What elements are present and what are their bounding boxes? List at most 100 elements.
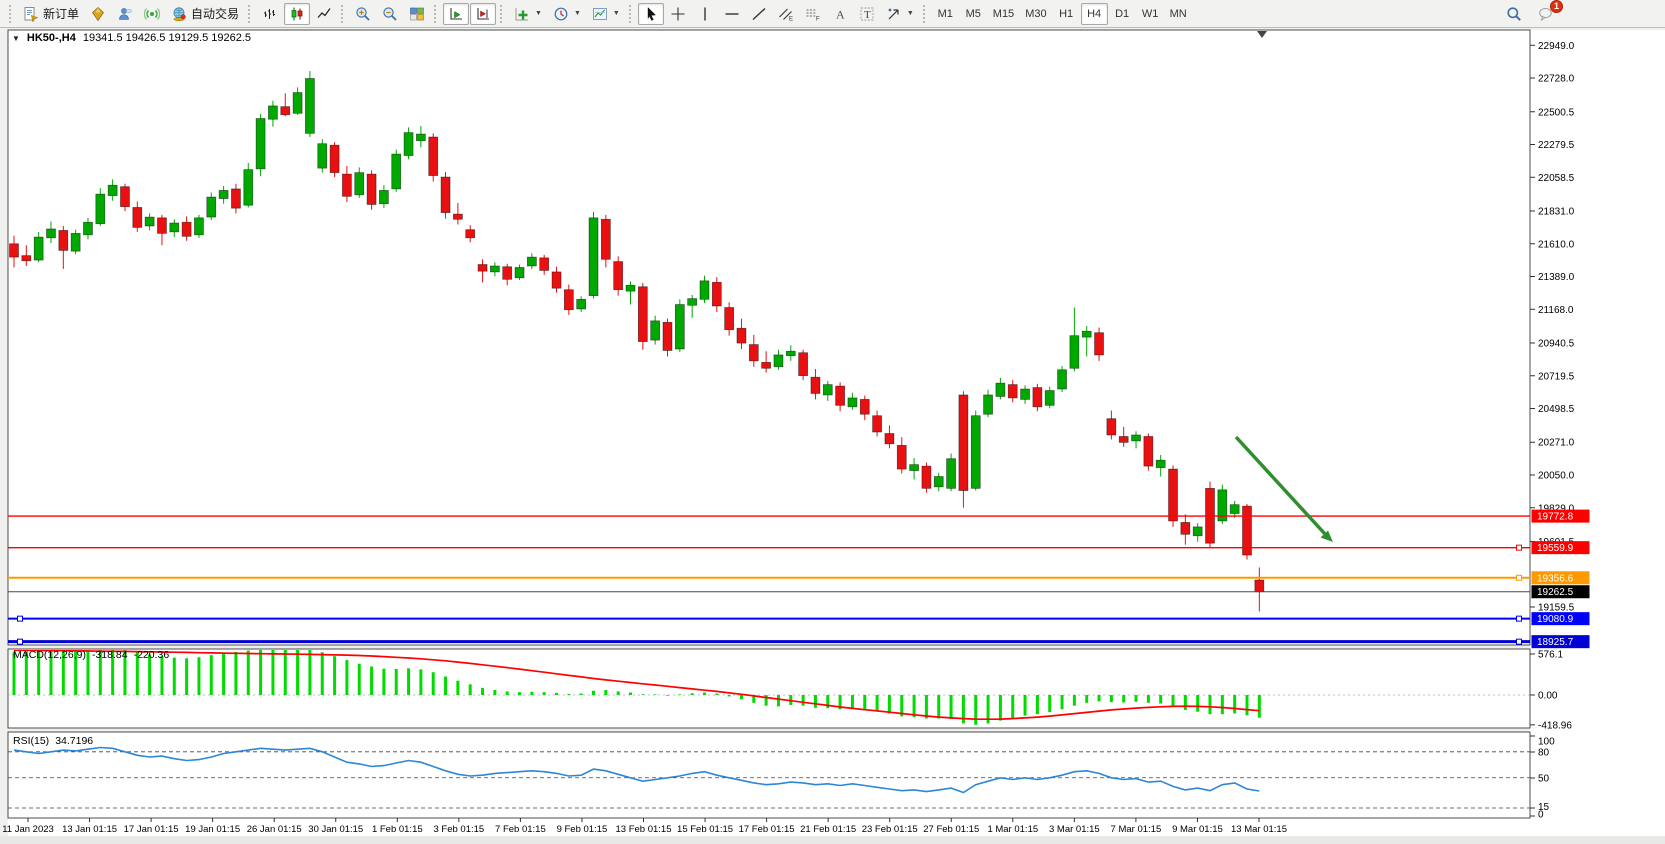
- horizontal-line-19559.9[interactable]: 19559.9: [8, 541, 1590, 555]
- line-handle[interactable]: [17, 638, 23, 645]
- horizontal-line-button[interactable]: [719, 3, 745, 25]
- horizontal-line-19080.9[interactable]: 19080.9: [8, 612, 1590, 626]
- price-level-tag: [1531, 509, 1590, 523]
- signals-icon: [144, 7, 161, 20]
- toolbar-grip[interactable]: [9, 4, 12, 23]
- trendline-button[interactable]: [746, 3, 772, 25]
- macd-histogram-bar: [629, 692, 632, 695]
- auto-trading-button[interactable]: 自动交易: [166, 3, 244, 25]
- line-handle[interactable]: [1516, 574, 1522, 581]
- line-handle[interactable]: [1516, 615, 1522, 622]
- periods-button[interactable]: ▼: [548, 3, 586, 25]
- text-label-button[interactable]: T: [854, 3, 880, 25]
- candle-body: [428, 136, 439, 176]
- toolbar-grip[interactable]: [500, 4, 503, 23]
- toolbar-grip[interactable]: [922, 4, 926, 23]
- timeframe-W1[interactable]: W1: [1137, 3, 1164, 25]
- macd-histogram-bar: [924, 695, 928, 719]
- rsi-panel[interactable]: [7, 731, 1531, 819]
- chart-shift-button[interactable]: [470, 2, 497, 25]
- macd-histogram-bar: [937, 695, 941, 719]
- time-axis-label: 30 Jan 01:15: [308, 824, 363, 835]
- zoom-in-button[interactable]: [350, 3, 376, 25]
- macd-histogram-bar: [567, 693, 571, 695]
- timeframe-M15[interactable]: M15: [988, 3, 1019, 25]
- text-button[interactable]: A: [827, 3, 853, 25]
- candle-body: [576, 298, 587, 310]
- candle-body: [1168, 468, 1178, 522]
- trend-arrow-line[interactable]: [1234, 435, 1327, 536]
- auto-scroll-button[interactable]: [443, 2, 470, 25]
- chart-canvas[interactable]: 22949.0 22728.0 22500.5 22279.5 22058.5 21831…: [0, 28, 1665, 844]
- line-handle[interactable]: [1516, 544, 1522, 551]
- indicators-button[interactable]: ▼: [509, 3, 547, 25]
- price-level-tag-label: 19356.6: [1537, 573, 1574, 584]
- candle: [46, 221, 56, 244]
- svg-text:A: A: [836, 7, 845, 21]
- candle: [1205, 481, 1215, 548]
- toolbar-grip[interactable]: [434, 4, 437, 23]
- candle: [995, 377, 1006, 400]
- timeframe-M1[interactable]: M1: [932, 3, 959, 25]
- arrows-shapes-button[interactable]: ▼: [881, 3, 919, 25]
- candle-body: [255, 118, 266, 170]
- cursor-button[interactable]: [637, 2, 664, 25]
- macd-histogram-bar: [776, 695, 780, 707]
- timeframe-M5[interactable]: M5: [960, 3, 987, 25]
- candle: [798, 349, 808, 381]
- zoom-out-button[interactable]: [377, 3, 403, 25]
- horizontal-line-19262.5[interactable]: 19262.5: [8, 585, 1590, 599]
- indicator-list-toggle-icon[interactable]: ▼: [12, 33, 20, 43]
- horizontal-line-19772.8[interactable]: 19772.8: [8, 509, 1590, 523]
- styler-button[interactable]: [85, 3, 111, 25]
- tile-windows-button[interactable]: [404, 3, 430, 25]
- candle: [1069, 307, 1080, 372]
- candle-body: [563, 289, 574, 311]
- candle-body: [1118, 436, 1129, 443]
- time-axis-label: 3 Feb 01:15: [433, 824, 484, 835]
- line-handle[interactable]: [1516, 638, 1522, 645]
- candle-body: [70, 233, 81, 252]
- candle: [329, 142, 340, 178]
- new-order-button[interactable]: 新订单: [18, 3, 84, 25]
- main-chart-panel[interactable]: [7, 29, 1531, 646]
- candle: [1007, 380, 1018, 403]
- line-chart-button[interactable]: [311, 3, 337, 25]
- toolbar-grip[interactable]: [628, 4, 632, 23]
- vertical-line-button[interactable]: [692, 3, 718, 25]
- candle: [231, 183, 241, 214]
- trend-arrow[interactable]: [1234, 435, 1333, 542]
- signals-button[interactable]: [139, 3, 165, 25]
- timeframe-D1[interactable]: D1: [1109, 3, 1136, 25]
- horizontal-line-19356.6[interactable]: 19356.6: [8, 571, 1590, 585]
- candlestick-chart-button[interactable]: [284, 2, 311, 25]
- fibonacci-button[interactable]: F: [800, 3, 826, 25]
- candle: [120, 183, 130, 212]
- bar-chart-button[interactable]: [257, 3, 283, 25]
- horizontal-line-18925.7[interactable]: 18925.7: [8, 635, 1590, 649]
- templates-button[interactable]: ▼: [587, 3, 625, 25]
- line-handle[interactable]: [17, 615, 23, 622]
- search-button[interactable]: [1501, 3, 1527, 25]
- timeframe-M30[interactable]: M30: [1020, 3, 1051, 25]
- timeframe-H1[interactable]: H1: [1053, 3, 1080, 25]
- chart-shift-marker[interactable]: [1257, 31, 1267, 38]
- notifications-button[interactable]: 1: [1533, 0, 1563, 25]
- svg-text:T: T: [864, 9, 871, 21]
- candle-body: [896, 445, 907, 470]
- time-axis[interactable]: 11 Jan 2023 13 Jan 01:15 17 Jan 01:15 19 Ja…: [2, 818, 1287, 835]
- community-button[interactable]: [112, 3, 138, 25]
- time-axis-panel[interactable]: [8, 818, 1665, 836]
- toolbar-grip[interactable]: [341, 4, 344, 23]
- candle: [354, 167, 365, 198]
- timeframe-MN[interactable]: MN: [1165, 3, 1192, 25]
- svg-text:F: F: [816, 16, 820, 22]
- toolbar-grip[interactable]: [248, 4, 251, 23]
- equidistant-channel-button[interactable]: E: [773, 3, 799, 25]
- macd-histogram-bar: [468, 684, 472, 695]
- price-axis-panel[interactable]: [1530, 30, 1665, 818]
- timeframe-H4[interactable]: H4: [1080, 2, 1108, 25]
- candle: [600, 214, 611, 268]
- crosshair-button[interactable]: [665, 3, 691, 25]
- add-indicator-icon: [515, 7, 529, 20]
